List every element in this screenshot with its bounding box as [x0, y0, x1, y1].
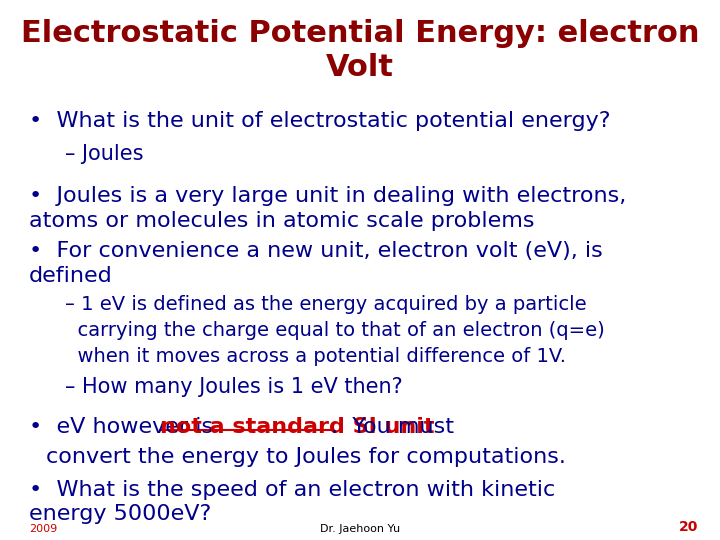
Text: Electrostatic Potential Energy: electron
Volt: Electrostatic Potential Energy: electron… — [21, 19, 699, 82]
Text: – Joules: – Joules — [65, 144, 143, 164]
Text: •  eV however is: • eV however is — [29, 417, 220, 437]
Text: 20: 20 — [679, 519, 698, 534]
Text: convert the energy to Joules for computations.: convert the energy to Joules for computa… — [46, 447, 566, 467]
Text: .  You must: . You must — [330, 417, 454, 437]
Text: carrying the charge equal to that of an electron (q=e): carrying the charge equal to that of an … — [65, 321, 605, 340]
Text: when it moves across a potential difference of 1V.: when it moves across a potential differe… — [65, 347, 566, 366]
Text: •  What is the speed of an electron with kinetic
energy 5000eV?: • What is the speed of an electron with … — [29, 480, 555, 524]
Text: 2009: 2009 — [29, 523, 57, 534]
Text: – 1 eV is defined as the energy acquired by a particle: – 1 eV is defined as the energy acquired… — [65, 295, 586, 314]
Text: •  For convenience a new unit, electron volt (eV), is
defined: • For convenience a new unit, electron v… — [29, 241, 603, 286]
Text: •  What is the unit of electrostatic potential energy?: • What is the unit of electrostatic pote… — [29, 111, 611, 131]
Text: •  Joules is a very large unit in dealing with electrons,
atoms or molecules in : • Joules is a very large unit in dealing… — [29, 186, 626, 231]
Text: – How many Joules is 1 eV then?: – How many Joules is 1 eV then? — [65, 377, 402, 397]
Text: not a standard SI unit: not a standard SI unit — [161, 417, 435, 437]
Text: Dr. Jaehoon Yu: Dr. Jaehoon Yu — [320, 523, 400, 534]
